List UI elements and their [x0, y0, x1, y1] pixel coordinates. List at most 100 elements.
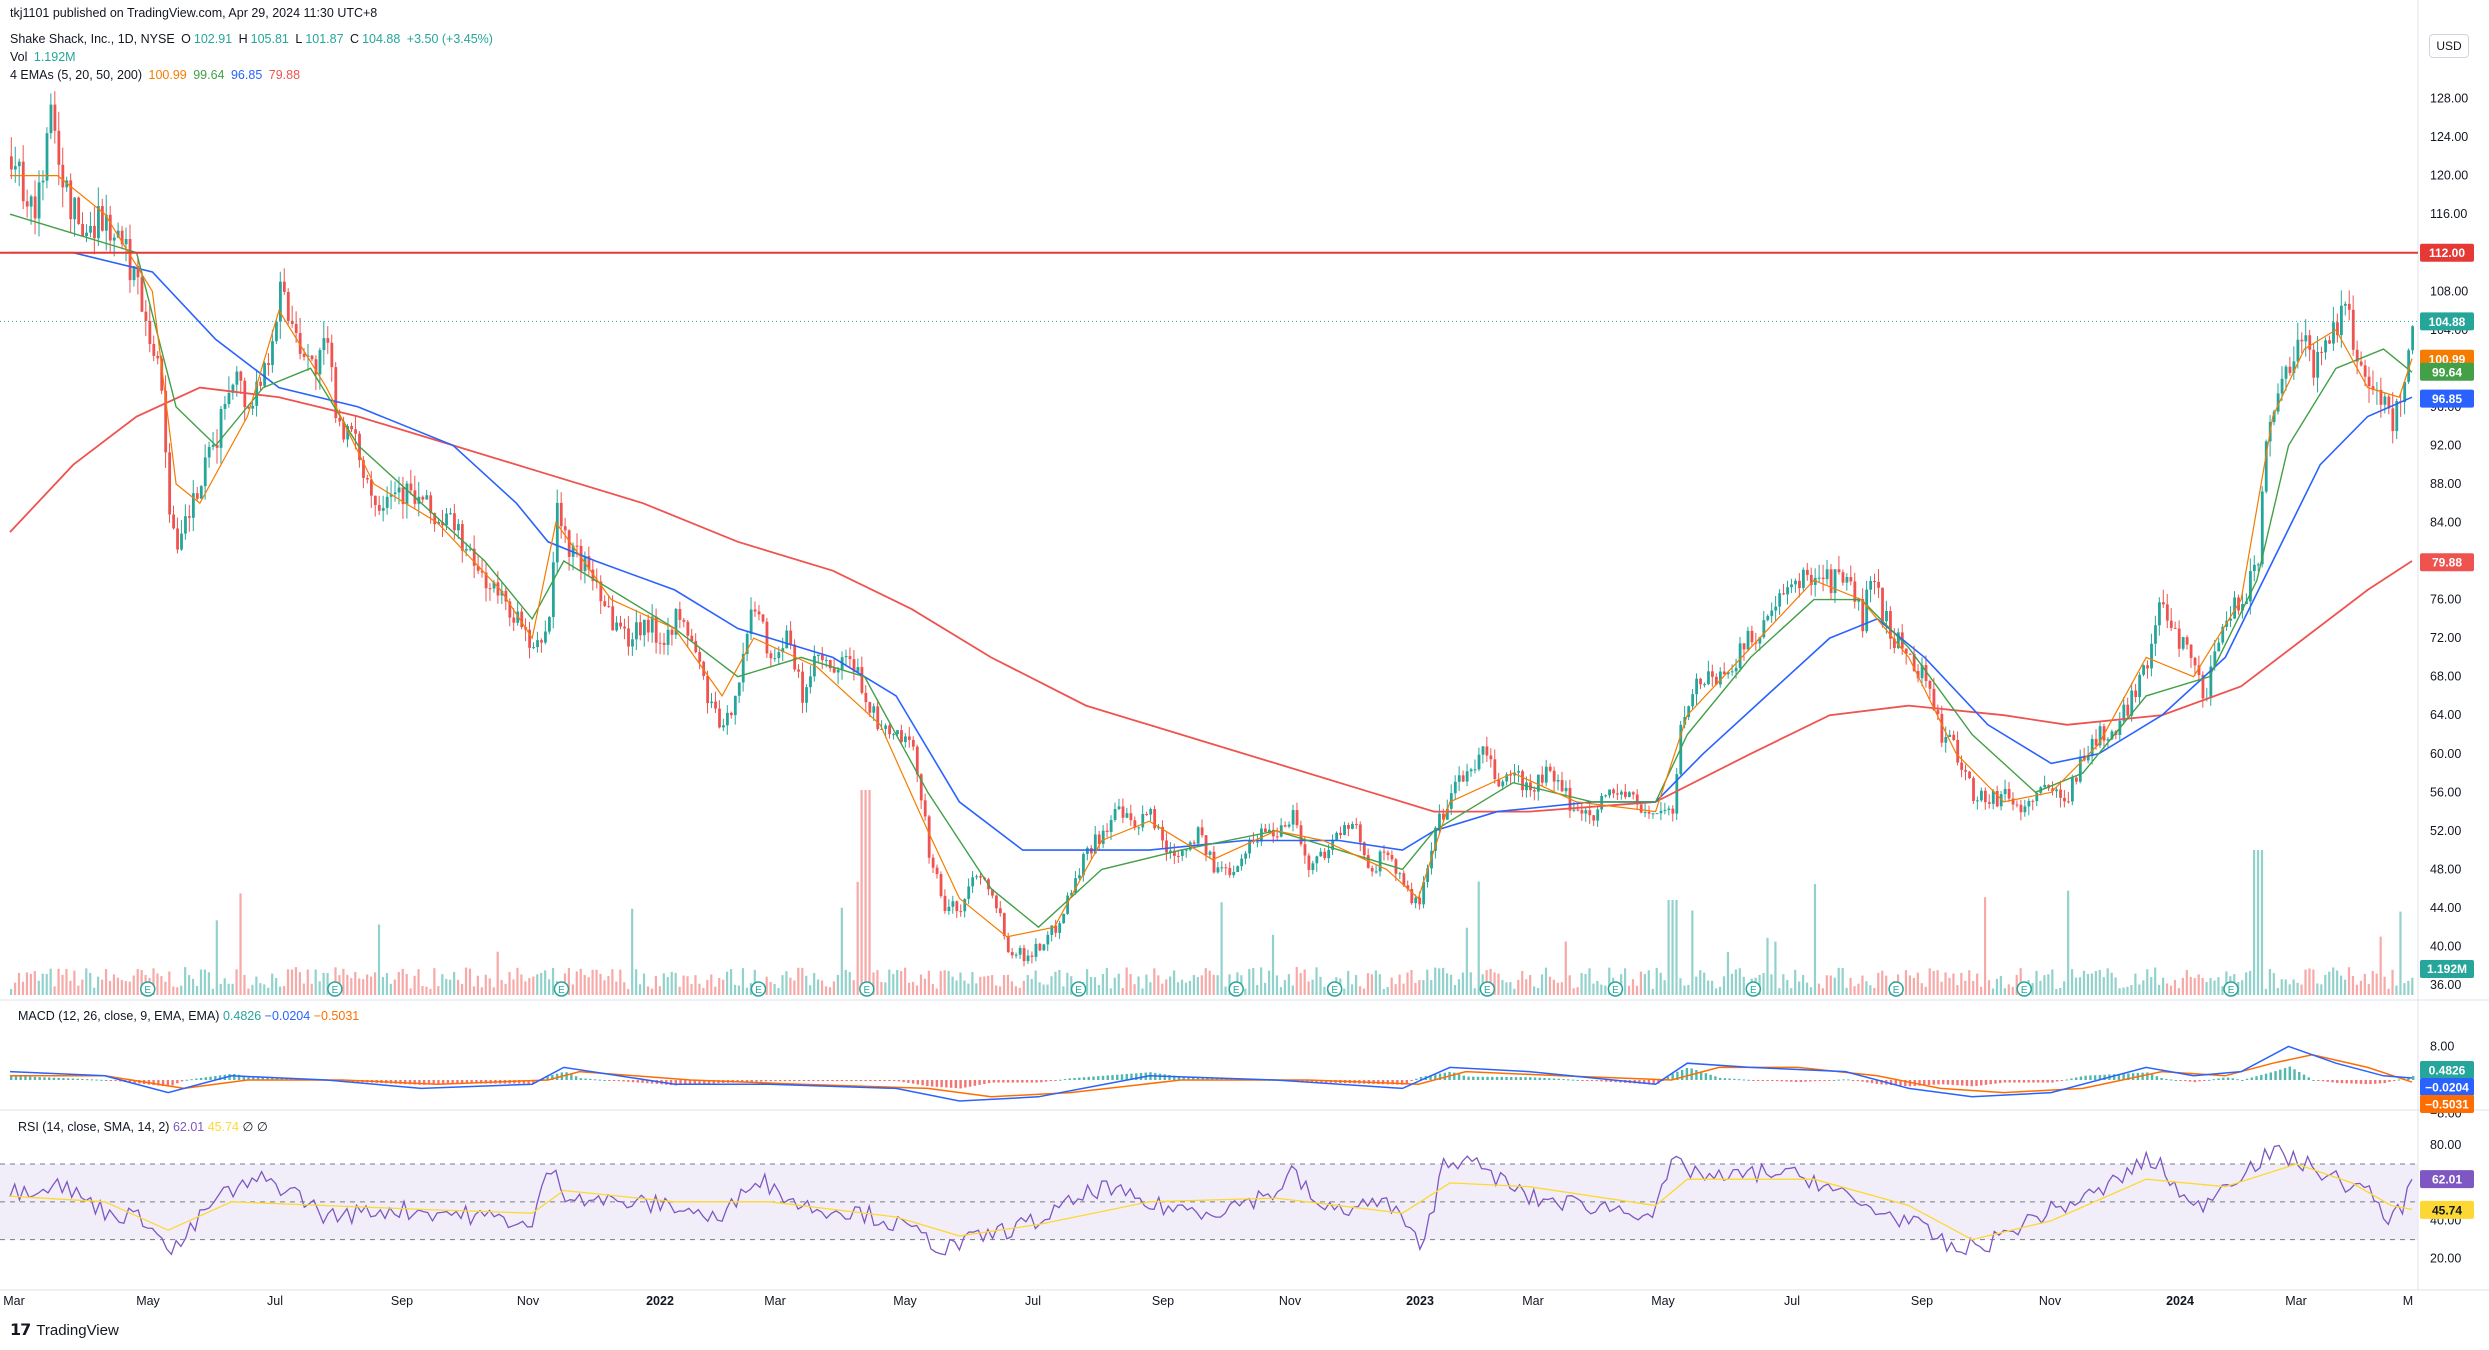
volume-bar	[108, 980, 112, 995]
rsi-lower-value: ∅	[256, 1120, 268, 1134]
candle-body	[1620, 791, 1623, 795]
volume-bar	[1813, 884, 1817, 995]
price-tick-label: 36.00	[2430, 978, 2461, 992]
macd-histogram-bar	[1927, 1080, 1931, 1086]
macd-histogram-bar	[1025, 1080, 1029, 1083]
ema20-price-tag: 99.64	[2432, 365, 2462, 379]
macd-histogram-bar	[185, 1079, 189, 1081]
macd-histogram-bar	[1111, 1075, 1114, 1080]
macd-histogram-bar	[570, 1074, 573, 1080]
volume-bar	[1513, 988, 1516, 995]
volume-bar	[2403, 983, 2406, 995]
volume-bar	[1798, 981, 1801, 995]
price-tick-label: 120.00	[2430, 169, 2468, 183]
candle-body	[1738, 643, 1742, 668]
candle-body	[2019, 804, 2023, 813]
volume-bar	[421, 986, 424, 995]
macd-histogram-bar	[2321, 1080, 2325, 1082]
macd-histogram-bar	[2198, 1080, 2201, 1082]
volume-bar	[1987, 980, 1991, 995]
volume-bar	[2347, 967, 2351, 995]
time-tick-label: Sep	[1152, 1294, 1174, 1308]
macd-histogram-bar	[1410, 1080, 1413, 1081]
candle-body	[642, 619, 646, 636]
candle-body	[330, 342, 334, 368]
candle-body	[737, 682, 741, 696]
candle-body	[567, 530, 571, 557]
candle-body	[1976, 800, 1979, 802]
candle-body	[635, 622, 638, 640]
volume-bar	[1968, 970, 1971, 995]
candle-body	[1434, 827, 1437, 851]
candle-body	[25, 201, 29, 207]
candle-body	[2189, 644, 2193, 658]
candle-body	[1315, 856, 1319, 864]
macd-histogram-bar	[845, 1080, 848, 1082]
volume-bar	[1703, 972, 1706, 995]
tradingview-logo-icon: 𝟭𝟳	[10, 1322, 31, 1339]
volume-bar	[1319, 976, 1322, 995]
candle-body	[1845, 577, 1849, 583]
candle-body	[1643, 812, 1647, 814]
volume-bar	[690, 984, 693, 995]
candle-body	[915, 746, 919, 775]
candle-body	[33, 196, 37, 219]
volume-bar	[1374, 970, 1377, 995]
macd-histogram-bar	[2003, 1080, 2007, 1083]
candle-body	[1944, 737, 1948, 743]
volume-bar	[369, 976, 373, 995]
volume-bar	[2407, 980, 2410, 995]
macd-histogram-bar	[636, 1080, 640, 1083]
volume-legend: Vol 1.192M	[10, 50, 79, 64]
macd-histogram-bar	[1823, 1080, 1826, 1081]
candle-body	[1718, 671, 1722, 685]
volume-bar	[164, 981, 167, 995]
volume-bar	[1600, 984, 1603, 995]
macd-histogram-bar	[1870, 1080, 1874, 1084]
volume-bar	[2130, 984, 2133, 995]
macd-histogram-bar	[627, 1080, 630, 1082]
currency-button[interactable]: USD	[2429, 34, 2469, 58]
macd-histogram-bar	[1510, 1077, 1513, 1080]
volume-bar	[2055, 988, 2058, 995]
candle-body	[2043, 784, 2047, 788]
volume-bar	[81, 979, 84, 995]
volume-bar	[1477, 881, 1480, 995]
volume-bar	[528, 978, 531, 995]
earnings-marker-icon	[1888, 981, 1904, 997]
time-tick-label: Nov	[2039, 1294, 2062, 1308]
volume-bar	[1841, 967, 1844, 995]
volume-bar	[923, 978, 927, 995]
volume-bar	[975, 983, 978, 995]
macd-histogram-bar	[1965, 1080, 1969, 1086]
earnings-marker-icon	[2016, 981, 2032, 997]
rsi-ma-value: 45.74	[207, 1120, 239, 1134]
volume-bar	[354, 972, 357, 995]
candle-body	[1596, 809, 1600, 821]
volume-bar	[389, 983, 392, 995]
volume-bar	[1865, 981, 1868, 995]
volume-bar	[599, 973, 602, 995]
candle-body	[1481, 746, 1485, 755]
macd-histogram-bar	[2326, 1080, 2329, 1082]
macd-histogram-bar	[1652, 1080, 1655, 1085]
earnings-marker-icon	[1228, 981, 1244, 997]
macd-histogram-bar	[2350, 1080, 2353, 1084]
macd-histogram-bar	[2008, 1080, 2011, 1083]
candle-body	[49, 104, 53, 134]
candle-body	[959, 911, 963, 913]
volume-bar	[2059, 987, 2062, 995]
candle-body	[1046, 934, 1050, 945]
candle-body	[302, 353, 306, 357]
macd-histogram-bar	[2283, 1068, 2287, 1080]
candle-body	[1817, 577, 1821, 579]
candle-body	[2272, 411, 2276, 422]
volume-bar	[646, 986, 650, 995]
macd-histogram-bar	[1106, 1075, 1109, 1080]
volume-bar	[89, 972, 92, 995]
candle-body	[2359, 361, 2363, 366]
candle-body	[638, 622, 642, 636]
candle-body	[1018, 948, 1022, 955]
volume-bar	[587, 977, 590, 995]
